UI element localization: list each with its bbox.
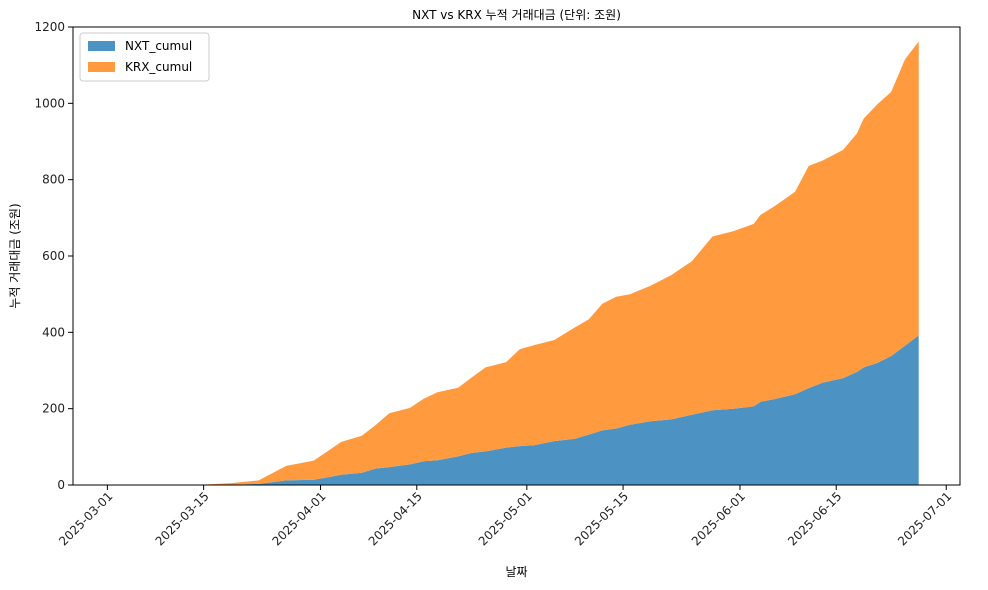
area-series-group — [196, 41, 919, 485]
x-tick-label: 2025-05-01 — [476, 489, 535, 548]
plot-frame — [72, 26, 961, 486]
y-tick-label: 600 — [42, 249, 65, 263]
legend-swatch — [88, 62, 115, 72]
y-axis-label: 누적 거래대금 (조원) — [8, 203, 22, 308]
area-nxt-cumul — [196, 335, 919, 485]
x-tick-label: 2025-03-01 — [56, 489, 115, 548]
x-tick-label: 2025-07-01 — [895, 489, 954, 548]
y-tick-label: 200 — [42, 402, 65, 416]
x-tick-label: 2025-04-15 — [366, 489, 425, 548]
chart-title: NXT vs KRX 누적 거래대금 (단위: 조원) — [412, 8, 621, 22]
legend-swatch — [88, 41, 115, 51]
y-tick-label: 800 — [42, 173, 65, 187]
x-tick-label: 2025-06-15 — [785, 489, 844, 548]
x-tick-label: 2025-03-15 — [153, 489, 212, 548]
y-tick-label: 400 — [42, 325, 65, 339]
legend: NXT_cumul KRX_cumul — [79, 32, 210, 82]
x-tick-label: 2025-04-01 — [269, 489, 328, 548]
area-krx-cumul — [196, 41, 919, 485]
y-tick-label: 0 — [57, 478, 65, 492]
y-tick-label: 1000 — [34, 96, 65, 110]
y-tick-label: 1200 — [34, 20, 65, 34]
legend-label: KRX_cumul — [125, 60, 192, 74]
x-tick-label: 2025-06-01 — [689, 489, 748, 548]
x-axis-label: 날짜 — [505, 565, 527, 579]
legend-label: NXT_cumul — [125, 39, 192, 53]
x-tick-label: 2025-05-15 — [572, 489, 631, 548]
